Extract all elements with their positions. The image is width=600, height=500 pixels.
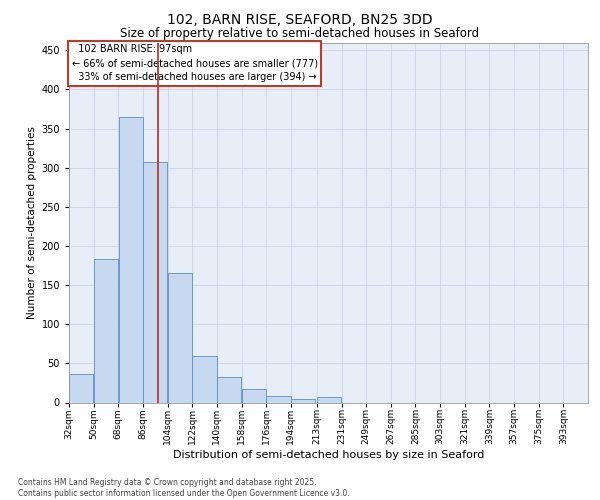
Bar: [266, 396, 290, 402]
Bar: [317, 397, 341, 402]
X-axis label: Distribution of semi-detached houses by size in Seaford: Distribution of semi-detached houses by …: [173, 450, 484, 460]
Text: 102 BARN RISE: 97sqm
← 66% of semi-detached houses are smaller (777)
  33% of se: 102 BARN RISE: 97sqm ← 66% of semi-detac…: [71, 44, 318, 82]
Text: Size of property relative to semi-detached houses in Seaford: Size of property relative to semi-detach…: [121, 28, 479, 40]
Bar: [69, 374, 94, 402]
Text: Contains HM Land Registry data © Crown copyright and database right 2025.
Contai: Contains HM Land Registry data © Crown c…: [18, 478, 350, 498]
Bar: [94, 260, 118, 402]
Bar: [168, 274, 192, 402]
Bar: [242, 389, 266, 402]
Bar: [217, 376, 241, 402]
Bar: [291, 398, 315, 402]
Y-axis label: Number of semi-detached properties: Number of semi-detached properties: [27, 126, 37, 319]
Bar: [143, 162, 167, 402]
Bar: [119, 117, 143, 403]
Bar: [193, 356, 217, 403]
Text: 102, BARN RISE, SEAFORD, BN25 3DD: 102, BARN RISE, SEAFORD, BN25 3DD: [167, 12, 433, 26]
